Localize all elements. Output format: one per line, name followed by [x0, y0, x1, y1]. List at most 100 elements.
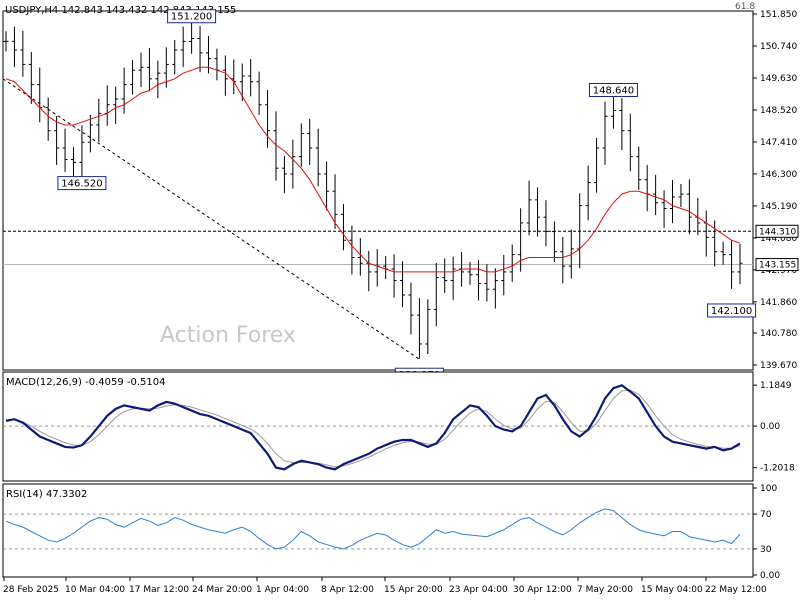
- price-bar: [3, 31, 9, 52]
- macd-panel-title: MACD(12,26,9) -0.4059 -0.5104: [6, 377, 166, 388]
- rsi-y-tick-label: 0.00: [760, 571, 780, 581]
- price-bar: [400, 261, 406, 308]
- price-bar: [189, 19, 195, 54]
- price-bar: [619, 98, 625, 151]
- macd-signal-line: [5, 389, 741, 468]
- price-bar: [180, 26, 186, 68]
- price-y-tick-label: 150.740: [760, 42, 797, 52]
- price-bar: [45, 97, 51, 141]
- price-y-tick-label: 141.860: [760, 298, 797, 308]
- moving-average: [5, 66, 741, 273]
- macd-y-tick-label: 1.1849: [760, 381, 792, 391]
- macd-lines: [3, 384, 753, 471]
- annotation-box: [707, 303, 757, 318]
- macd-y-axis: 1.1849 0.00 -1.2018: [753, 381, 795, 474]
- rsi-y-axis: 100 70 30 0.00: [753, 484, 780, 581]
- price-bar: [433, 262, 439, 327]
- fib-label-61-8: 61.8: [735, 2, 755, 12]
- time-tick-label: 24 Mar 20:00: [192, 585, 252, 595]
- price-bar: [307, 118, 313, 165]
- price-y-tick-label: 140.780: [760, 329, 797, 339]
- rsi-panel: RSI(14) 47.3302 100 70 30 0.00: [2, 483, 780, 581]
- price-bar: [28, 52, 34, 104]
- time-tick-label: 1 Apr 04:00: [256, 585, 309, 595]
- price-bar: [70, 147, 76, 182]
- annotation-box: [588, 83, 638, 98]
- price-bar: [273, 111, 279, 181]
- time-tick-label: 23 Apr 04:00: [449, 585, 508, 595]
- price-bar: [416, 298, 422, 359]
- macd-y-tick-label: -1.2018: [760, 464, 795, 474]
- price-plot-area: [2, 10, 754, 371]
- price-y-tick-label: 148.520: [760, 106, 797, 116]
- price-bar: [20, 30, 26, 77]
- price-bar: [357, 238, 363, 276]
- price-bar: [121, 67, 127, 114]
- price-bar: [155, 60, 161, 99]
- time-tick-label: 22 May 12:00: [705, 585, 767, 595]
- price-bar: [535, 187, 541, 237]
- price-bar: [585, 165, 591, 221]
- price-bar: [87, 114, 93, 153]
- price-annotation: 142.100: [707, 303, 757, 318]
- price-bar: [543, 200, 549, 247]
- price-bar: [113, 86, 119, 125]
- price-y-tick-label: 149.630: [760, 74, 797, 84]
- price-bar: [11, 26, 17, 68]
- price-bar: [720, 241, 726, 265]
- moving-average-line: [5, 66, 741, 273]
- price-bar: [239, 63, 245, 102]
- price-bar: [138, 52, 144, 88]
- level-price-tag: 144.310: [755, 224, 799, 238]
- price-bar: [281, 155, 287, 194]
- time-tick-label: 28 Feb 2025: [3, 585, 59, 595]
- rsi-y-tick-label: 70: [760, 510, 772, 520]
- price-panel: USDJPY,H4 142.843 143.432 142.843 143.15…: [2, 2, 799, 382]
- price-bar: [315, 128, 321, 187]
- price-bar: [678, 184, 684, 208]
- price-bar: [627, 113, 633, 172]
- annotation-label: 151.200: [171, 12, 212, 23]
- price-bar: [518, 208, 524, 272]
- price-bar: [391, 254, 397, 298]
- price-bar: [146, 48, 152, 92]
- price-bar: [197, 26, 203, 73]
- time-tick-label: 15 Apr 20:00: [384, 585, 443, 595]
- price-bar: [442, 258, 448, 293]
- price-bar: [560, 237, 566, 284]
- price-annotation: 148.640: [588, 83, 638, 98]
- price-bar: [248, 58, 254, 97]
- rsi-plot-area: [2, 483, 754, 578]
- time-tick-label: 7 May 20:00: [577, 585, 633, 595]
- price-annotation: 151.200: [167, 9, 217, 24]
- price-bar: [737, 243, 743, 285]
- annotation-box: [57, 176, 107, 191]
- level-price-tag-box: [755, 224, 799, 238]
- price-bar: [475, 260, 481, 301]
- price-bar: [298, 123, 304, 167]
- watermark: Action Forex: [160, 323, 296, 348]
- price-bar: [172, 39, 178, 75]
- price-bar: [686, 179, 692, 235]
- price-bar: [62, 128, 68, 172]
- price-panel-title: USDJPY,H4 142.843 143.432 142.843 143.15…: [5, 5, 236, 16]
- macd-y-tick-label: 0.00: [760, 422, 780, 432]
- price-bar: [408, 282, 414, 335]
- price-bar: [492, 268, 498, 309]
- annotation-label: 148.640: [593, 86, 634, 97]
- current-price-tag-label: 143.155: [759, 261, 796, 271]
- price-bar: [653, 174, 659, 216]
- macd-main-line: [5, 384, 741, 471]
- current-price-tag: 143.155: [755, 258, 799, 272]
- price-bar: [290, 139, 296, 189]
- price-y-tick-label: 146.300: [760, 170, 797, 180]
- price-tags: 144.310 143.155: [755, 224, 799, 272]
- time-tick-label: 30 Apr 12:00: [513, 585, 572, 595]
- rsi-line: [5, 508, 741, 550]
- price-bar: [610, 91, 616, 129]
- price-bar: [551, 221, 557, 262]
- price-bar: [501, 254, 507, 296]
- time-tick-label: 15 May 04:00: [641, 585, 703, 595]
- annotation-label: 142.100: [711, 306, 752, 317]
- price-bar: [340, 204, 346, 251]
